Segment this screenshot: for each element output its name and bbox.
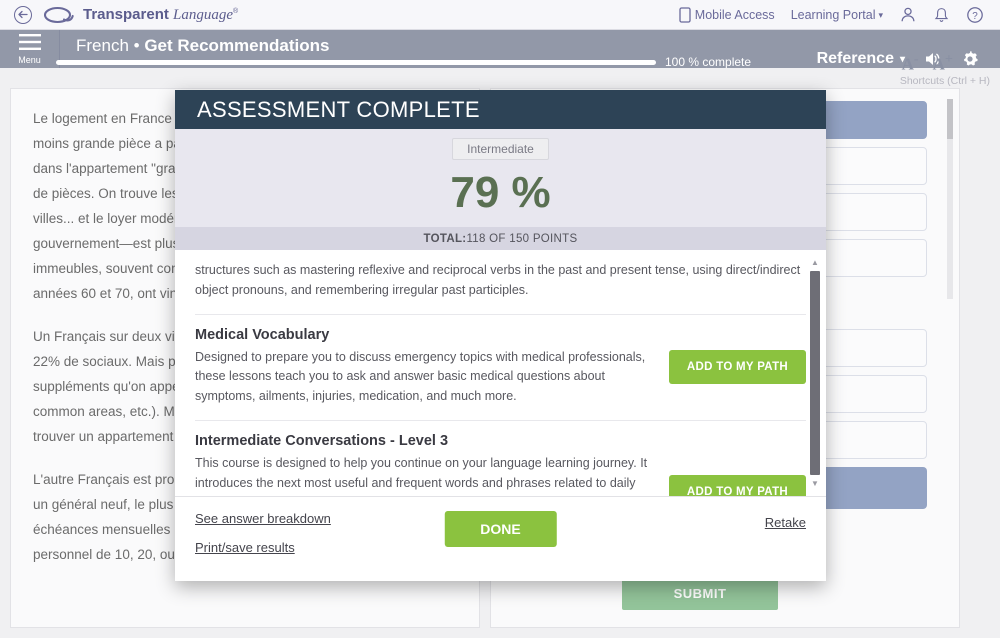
svg-text:?: ? [972, 11, 978, 22]
